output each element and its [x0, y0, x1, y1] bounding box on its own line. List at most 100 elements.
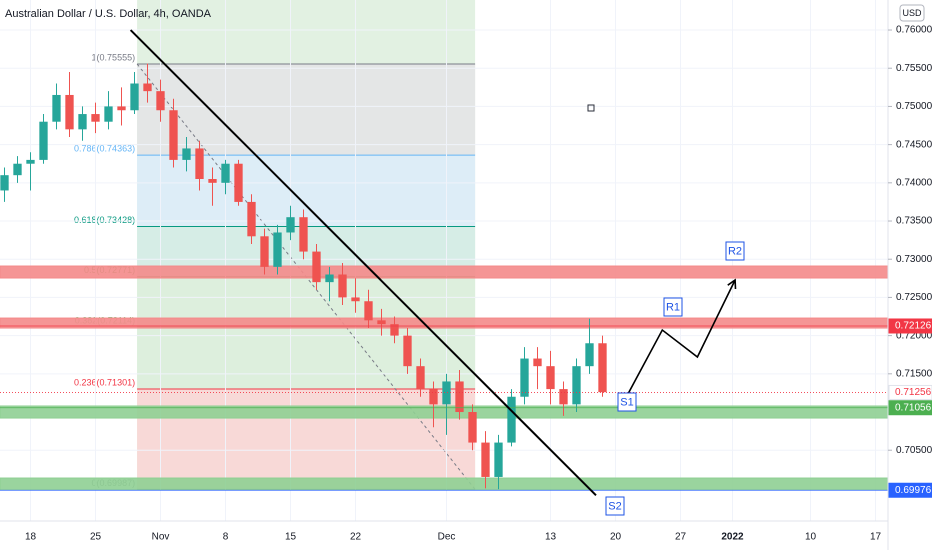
y-tick-label: 0.72500	[896, 292, 932, 303]
candle-body	[52, 94, 61, 122]
candle-body	[78, 114, 87, 130]
y-tick-label: 0.70500	[896, 445, 932, 456]
y-tick-label: 0.73000	[896, 254, 932, 265]
marker	[587, 104, 595, 112]
x-tick-label: Nov	[152, 532, 170, 543]
candle-body	[559, 389, 568, 405]
x-tick-label: Dec	[438, 532, 456, 543]
fib-label: 0.786(0.74363)	[74, 143, 135, 153]
x-tick-label: 18	[25, 532, 37, 543]
annotation-box	[617, 392, 637, 412]
candle-body	[364, 301, 373, 321]
x-tick-label: 13	[545, 532, 557, 543]
annotation: S2	[608, 500, 621, 512]
candle-body	[156, 91, 165, 111]
sr-zone	[0, 317, 889, 329]
candle-body	[143, 83, 152, 92]
x-tick-label: 10	[805, 532, 817, 543]
y-tick-label: 0.73500	[896, 216, 932, 227]
candle-body	[416, 366, 425, 390]
candle-body	[91, 114, 100, 122]
fib-label: 1(0.75555)	[92, 52, 136, 62]
x-tick-label: 20	[610, 532, 622, 543]
x-tick-label: 8	[223, 532, 229, 543]
price-tag-label: 0.71056	[895, 402, 932, 413]
candle-body	[481, 442, 490, 477]
sr-zone	[0, 477, 889, 491]
y-tick-label: 0.74500	[896, 139, 932, 150]
candle-body	[182, 148, 191, 160]
fib-label: 0.236(0.71301)	[74, 377, 135, 387]
candle-body	[169, 110, 178, 160]
y-tick-label: 0.75500	[896, 63, 932, 74]
candle-body	[585, 343, 594, 367]
y-tick-label: 0.71500	[896, 368, 932, 379]
currency[interactable]: USD	[902, 8, 922, 18]
candle-body	[39, 121, 48, 160]
candle-body	[455, 381, 464, 413]
candle-body	[104, 106, 113, 122]
candle-body	[468, 412, 477, 443]
candle-body	[338, 274, 347, 298]
candle-body	[299, 217, 308, 252]
annotation-box	[605, 496, 625, 516]
y-tick-label: 0.74000	[896, 177, 932, 188]
candle-body	[533, 358, 542, 367]
candle-body	[117, 106, 126, 111]
currency-box[interactable]	[899, 4, 925, 22]
candle-body	[598, 343, 607, 393]
candle-body	[312, 251, 321, 283]
annotation-box	[725, 241, 745, 261]
candle-body	[572, 366, 581, 405]
trendline	[129, 29, 597, 496]
candle-body	[260, 236, 269, 267]
x-tick-label: 15	[285, 532, 297, 543]
price-tag-label: 0.72126	[895, 321, 932, 332]
price-tag	[888, 400, 932, 416]
candle-body	[273, 232, 282, 267]
y-tick-label: 0.76000	[896, 25, 932, 36]
x-tick-label: 25	[90, 532, 102, 543]
projection	[621, 279, 736, 406]
candle-body	[390, 324, 399, 336]
candle-body	[351, 297, 360, 302]
candle-body	[26, 159, 35, 164]
fib-band	[137, 155, 476, 227]
candle-body	[65, 94, 74, 130]
candle-body	[442, 381, 451, 405]
candle-body	[13, 163, 22, 176]
candle-body	[286, 217, 295, 233]
y-tick-label: 0.75000	[896, 101, 932, 112]
x-tick-label: 27	[675, 532, 687, 543]
candle-body	[494, 442, 503, 477]
annotation: R1	[666, 301, 680, 313]
candle-body	[130, 83, 139, 111]
price-tag-label: 0.69976	[895, 485, 932, 496]
x-tick-label: 22	[350, 532, 362, 543]
candle-body	[546, 366, 555, 390]
candle-body	[325, 274, 334, 283]
arrow-head	[727, 278, 737, 290]
sr-zone	[0, 265, 889, 279]
price-tag	[888, 482, 932, 498]
price-tag	[888, 384, 932, 400]
candle-body	[429, 389, 438, 405]
candle-body	[234, 163, 243, 202]
candle-body	[247, 201, 256, 237]
price-tag-label: 0.71256	[895, 387, 932, 398]
fib-band	[137, 64, 476, 156]
candle-body	[403, 335, 412, 367]
fib-label: 0.618(0.73428)	[74, 215, 135, 225]
x-tick-label: 17	[870, 532, 882, 543]
candle-body	[507, 396, 516, 443]
annotation-box	[663, 297, 683, 317]
price-tag	[888, 318, 932, 334]
candle-body	[0, 175, 9, 191]
chart-title: Australian Dollar / U.S. Dollar, 4h, OAN…	[5, 8, 212, 20]
annotation: R2	[728, 245, 742, 257]
candle-body	[520, 358, 529, 397]
candle-body	[221, 163, 230, 183]
candle-body	[377, 320, 386, 325]
